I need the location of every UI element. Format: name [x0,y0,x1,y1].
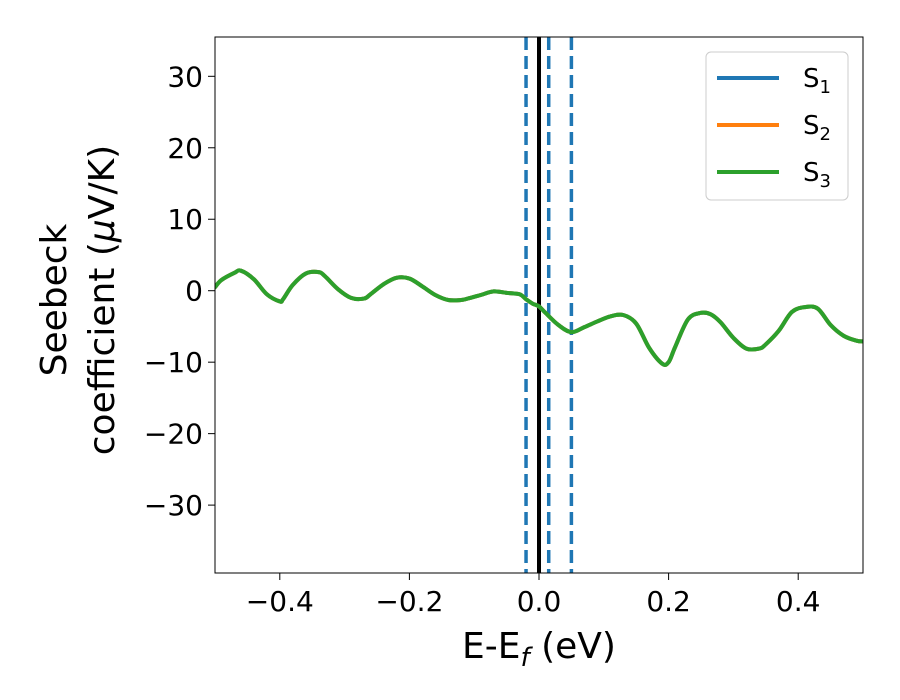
y-axis-title-line1: Seebeck [34,223,75,376]
y-tick-label: 20 [167,132,203,165]
x-tick-label: −0.2 [375,585,443,618]
y-axis-title-line2: coefficient (μV/K) [82,145,123,455]
legend-label-s3: S3 [803,158,831,192]
x-tick-label: 0.2 [646,585,691,618]
x-tick-label: 0.0 [517,585,562,618]
y-tick-label: −30 [144,489,203,522]
x-axis: −0.4 −0.2 0.0 0.2 0.4 [246,573,821,618]
legend: S1 S2 S3 [705,51,849,201]
y-axis: 30 20 10 0 −10 −20 −30 [144,60,215,522]
legend-label-s2: S2 [803,111,831,145]
legend-label-s1: S1 [803,64,831,98]
series-group [215,268,863,367]
y-axis-title: Seebeck coefficient (μV/K) [34,145,123,455]
x-tick-label: 0.4 [776,585,821,618]
y-tick-label: 10 [167,203,203,236]
y-tick-label: 0 [185,275,203,308]
series-line-s3 [215,268,863,367]
y-tick-label: −10 [144,346,203,379]
x-axis-title: E-Ef (eV) [462,626,616,673]
y-tick-label: −20 [144,418,203,451]
y-tick-label: 30 [167,60,203,93]
x-tick-label: −0.4 [246,585,314,618]
